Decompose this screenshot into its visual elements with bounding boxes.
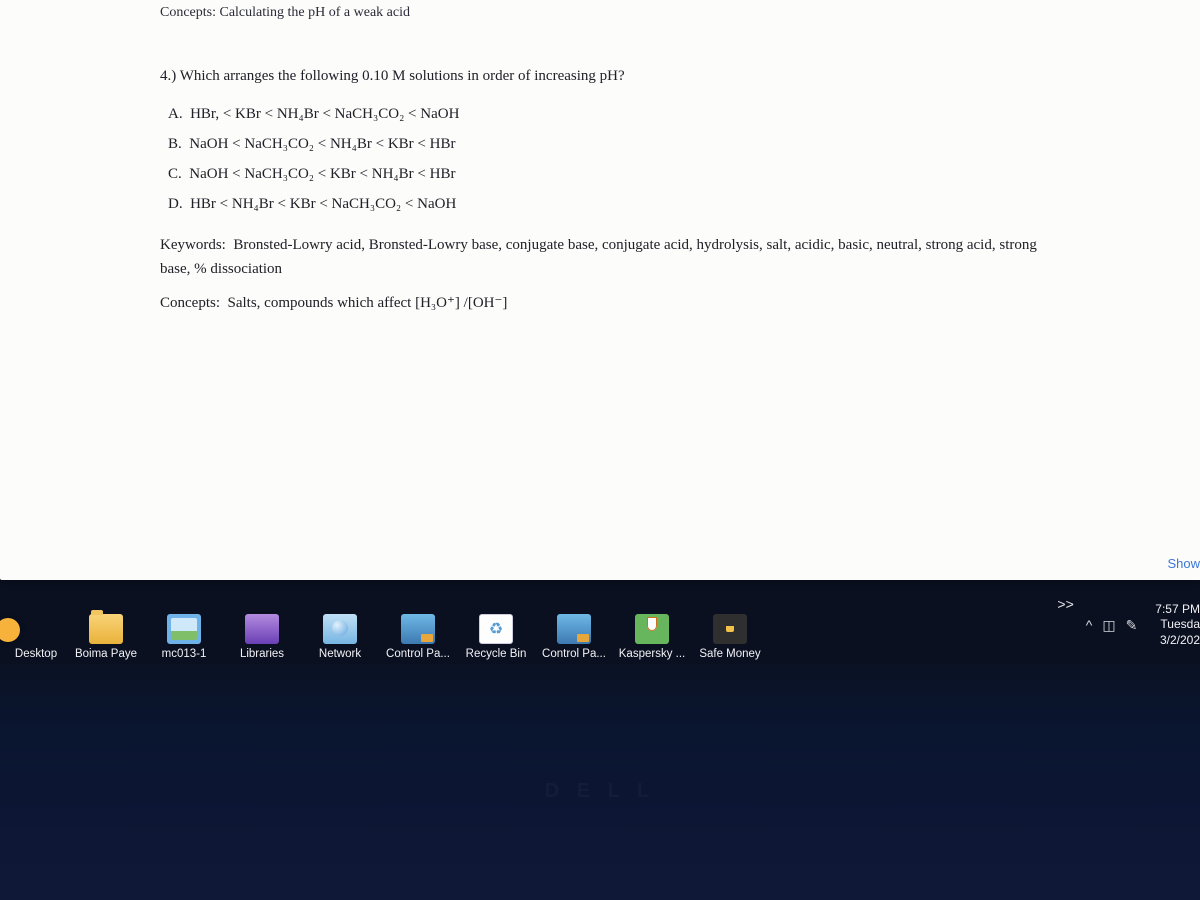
taskbar-item-caption: Safe Money xyxy=(699,648,760,660)
taskbar-clock[interactable]: 7:57 PM Tuesda 3/2/202 xyxy=(1155,602,1200,649)
libraries-icon xyxy=(245,614,279,644)
concepts-text: Salts, compounds which affect [H₃O⁺] /[O… xyxy=(228,295,508,311)
taskbar-item-caption: Kaspersky ... xyxy=(619,648,685,660)
taskbar-item-caption: Boima Paye xyxy=(75,648,137,660)
question-text: 4.) Which arranges the following 0.10 M … xyxy=(160,64,1040,88)
taskbar-overflow[interactable]: >> xyxy=(1045,596,1085,640)
recycle-icon xyxy=(479,614,513,644)
doc-header-fragment: Concepts: Calculating the pH of a weak a… xyxy=(160,0,1040,24)
taskbar-desktop-caption: Desktop xyxy=(15,648,57,660)
taskbar-item[interactable]: Control Pa... xyxy=(536,600,612,660)
folder-icon xyxy=(89,614,123,644)
question-body: Which arranges the following 0.10 M solu… xyxy=(180,68,625,84)
option-a: A. HBr, < KBr < NH₄Br < NaCH₃CO₂ < NaOH xyxy=(168,102,1040,126)
taskbar-desktop-label[interactable]: Desktop xyxy=(8,604,64,660)
keywords-block: Keywords: Bronsted-Lowry acid, Bronsted-… xyxy=(160,234,1040,281)
clock-date: 3/2/202 xyxy=(1155,633,1200,649)
taskbar-item-caption: Control Pa... xyxy=(386,648,450,660)
document-page: Concepts: Calculating the pH of a weak a… xyxy=(0,0,1200,580)
taskbar-left: Desktop Boima Paye mc013-1 Libraries Networ… xyxy=(0,600,1045,660)
system-tray[interactable]: ^ ◫ ✎ xyxy=(1086,617,1144,634)
tray-pen-icon[interactable]: ✎ xyxy=(1126,617,1138,634)
answer-options: A. HBr, < KBr < NH₄Br < NaCH₃CO₂ < NaOH … xyxy=(168,102,1040,216)
taskbar-item-caption: Recycle Bin xyxy=(466,648,527,660)
kaspersky-icon xyxy=(635,614,669,644)
taskbar-item[interactable]: Network xyxy=(302,600,378,660)
option-b: B. NaOH < NaCH₃CO₂ < NH₄Br < KBr < HBr xyxy=(168,132,1040,156)
taskbar: Desktop Boima Paye mc013-1 Libraries Networ… xyxy=(0,590,1200,664)
option-a-text: HBr, < KBr < NH₄Br < NaCH₃CO₂ < NaOH xyxy=(190,106,459,122)
taskbar-item[interactable]: Control Pa... xyxy=(380,600,456,660)
option-b-text: NaOH < NaCH₃CO₂ < NH₄Br < KBr < HBr xyxy=(189,136,455,152)
taskbar-item-caption: Network xyxy=(319,648,361,660)
pic-icon xyxy=(167,614,201,644)
safe-icon xyxy=(713,614,747,644)
control-icon xyxy=(557,614,591,644)
taskbar-item[interactable]: Libraries xyxy=(224,600,300,660)
taskbar-item[interactable]: Boima Paye xyxy=(68,600,144,660)
taskbar-item[interactable]: mc013-1 xyxy=(146,600,222,660)
concepts-label: Concepts: xyxy=(160,295,220,311)
taskbar-item-caption: Control Pa... xyxy=(542,648,606,660)
clock-day: Tuesda xyxy=(1155,617,1200,633)
tray-battery-icon[interactable]: ◫ xyxy=(1102,617,1115,634)
show-link[interactable]: Show xyxy=(1167,554,1200,573)
taskbar-item-caption: Libraries xyxy=(240,648,284,660)
taskbar-item[interactable]: Safe Money xyxy=(692,600,768,660)
clock-time: 7:57 PM xyxy=(1155,602,1200,618)
keywords-label: Keywords: xyxy=(160,237,226,253)
keywords-text: Bronsted-Lowry acid, Bronsted-Lowry base… xyxy=(160,237,1037,276)
option-c: C. NaOH < NaCH₃CO₂ < KBr < NH₄Br < HBr xyxy=(168,162,1040,186)
control-icon xyxy=(401,614,435,644)
option-c-text: NaOH < NaCH₃CO₂ < KBr < NH₄Br < HBr xyxy=(189,166,455,182)
option-d: D. HBr < NH₄Br < KBr < NaCH₃CO₂ < NaOH xyxy=(168,192,1040,216)
concepts-block: Concepts: Salts, compounds which affect … xyxy=(160,291,1040,315)
taskbar-right: ^ ◫ ✎ 7:57 PM Tuesda 3/2/202 xyxy=(1086,590,1200,660)
option-d-text: HBr < NH₄Br < KBr < NaCH₃CO₂ < NaOH xyxy=(190,196,456,212)
taskbar-item-caption: mc013-1 xyxy=(162,648,207,660)
tray-chevron-icon[interactable]: ^ xyxy=(1086,617,1093,633)
network-icon xyxy=(323,614,357,644)
question-number: 4.) xyxy=(160,68,176,84)
taskbar-item[interactable]: Kaspersky ... xyxy=(614,600,690,660)
laptop-brand: D E L L xyxy=(545,780,656,803)
taskbar-item[interactable]: Recycle Bin xyxy=(458,600,534,660)
